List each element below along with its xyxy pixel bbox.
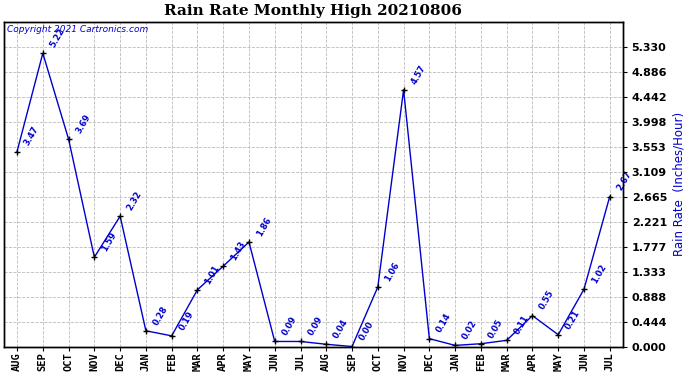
Text: 5.22: 5.22 (48, 27, 67, 49)
Text: 0.09: 0.09 (280, 315, 298, 337)
Text: 0.14: 0.14 (435, 312, 453, 334)
Text: 3.47: 3.47 (23, 125, 41, 147)
Text: 0.09: 0.09 (306, 315, 324, 337)
Text: 3.69: 3.69 (74, 112, 92, 135)
Text: 0.05: 0.05 (486, 317, 504, 339)
Text: 0.28: 0.28 (151, 304, 170, 327)
Text: 2.32: 2.32 (126, 189, 144, 212)
Text: 0.02: 0.02 (461, 319, 479, 341)
Y-axis label: Rain Rate  (Inches/Hour): Rain Rate (Inches/Hour) (673, 112, 686, 256)
Text: 1.43: 1.43 (229, 240, 247, 262)
Text: 0.21: 0.21 (564, 308, 582, 330)
Text: 0.19: 0.19 (177, 309, 195, 332)
Text: 1.86: 1.86 (255, 215, 273, 238)
Text: 0.55: 0.55 (538, 289, 556, 312)
Text: 1.06: 1.06 (384, 260, 402, 283)
Text: 0.04: 0.04 (332, 318, 350, 340)
Text: 4.57: 4.57 (409, 63, 427, 86)
Text: 1.02: 1.02 (589, 262, 608, 285)
Text: Copyright 2021 Cartronics.com: Copyright 2021 Cartronics.com (8, 26, 148, 34)
Title: Rain Rate Monthly High 20210806: Rain Rate Monthly High 20210806 (164, 4, 462, 18)
Text: 1.01: 1.01 (203, 263, 221, 286)
Text: 2.67: 2.67 (615, 170, 633, 192)
Text: 0.00: 0.00 (357, 320, 375, 342)
Text: 1.59: 1.59 (100, 231, 118, 253)
Text: 0.11: 0.11 (512, 314, 531, 336)
